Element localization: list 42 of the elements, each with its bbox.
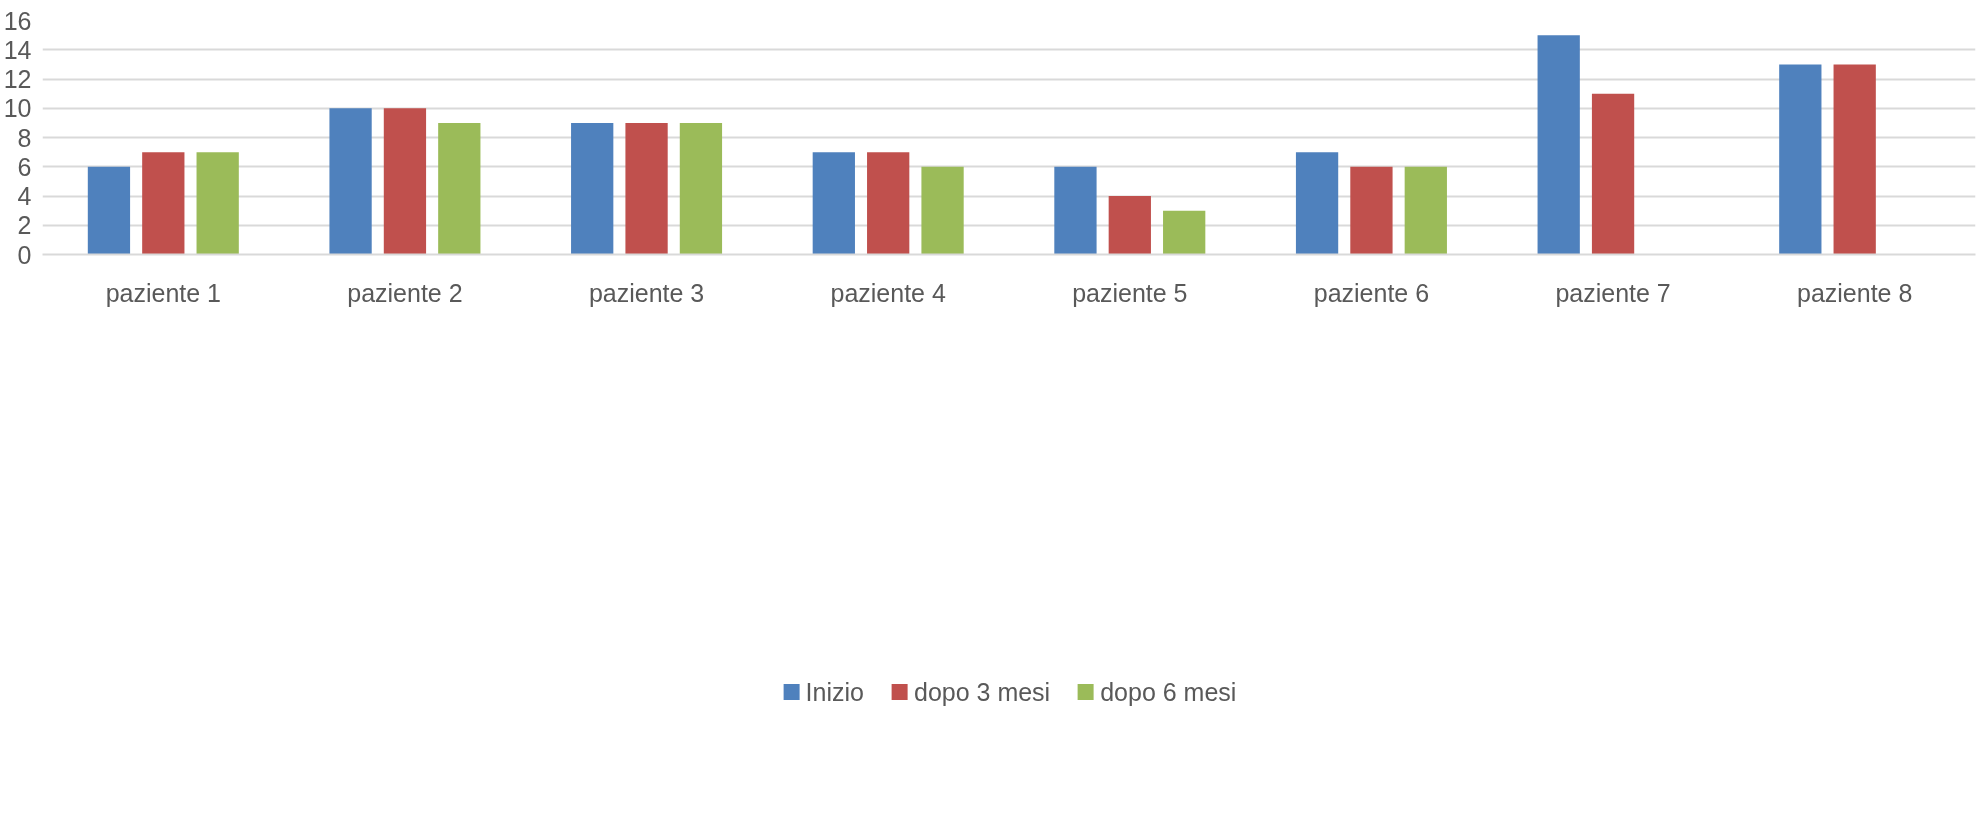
y-tick-label: 14 bbox=[3, 35, 32, 64]
legend-label: dopo 6 mesi bbox=[1100, 677, 1237, 707]
y-tick-label: 0 bbox=[17, 240, 32, 269]
x-tick-label: paziente 7 bbox=[1555, 278, 1671, 307]
y-tick-label: 6 bbox=[17, 152, 32, 181]
bar bbox=[1163, 210, 1206, 255]
y-tick-label: 4 bbox=[17, 182, 32, 210]
bar bbox=[1350, 166, 1393, 255]
bar bbox=[1108, 196, 1151, 255]
bar bbox=[142, 152, 185, 255]
bar bbox=[625, 122, 668, 255]
y-tick-label: 16 bbox=[3, 6, 32, 35]
bar bbox=[87, 166, 131, 255]
x-tick-label: paziente 3 bbox=[588, 278, 705, 307]
bar bbox=[1779, 64, 1822, 255]
y-tick-label: 10 bbox=[3, 94, 32, 123]
x-tick-label: paziente 8 bbox=[1797, 278, 1913, 307]
x-tick-label: paziente 2 bbox=[347, 278, 463, 307]
legend-label: Inizio bbox=[805, 677, 864, 707]
x-tick-label: paziente 5 bbox=[1072, 278, 1188, 307]
bar bbox=[1833, 64, 1876, 255]
bar bbox=[1054, 166, 1097, 255]
bar bbox=[1591, 93, 1635, 255]
bar bbox=[921, 166, 964, 255]
bar bbox=[867, 152, 910, 255]
y-tick-label: 2 bbox=[17, 211, 32, 240]
bar bbox=[438, 122, 481, 255]
bar bbox=[383, 108, 427, 255]
bar bbox=[196, 152, 239, 255]
x-tick-label: paziente 1 bbox=[105, 278, 221, 307]
y-tick-label: 8 bbox=[17, 123, 32, 152]
bar bbox=[571, 122, 614, 255]
bar bbox=[679, 122, 723, 255]
bar bbox=[329, 108, 372, 255]
bar bbox=[812, 152, 855, 255]
bar bbox=[1295, 152, 1339, 255]
x-tick-label: paziente 4 bbox=[830, 278, 946, 307]
bar bbox=[1404, 166, 1447, 255]
bar bbox=[1537, 35, 1580, 255]
legend-label: dopo 3 mesi bbox=[913, 677, 1051, 707]
x-tick-label: paziente 6 bbox=[1313, 278, 1430, 307]
y-tick-label: 12 bbox=[3, 65, 32, 93]
